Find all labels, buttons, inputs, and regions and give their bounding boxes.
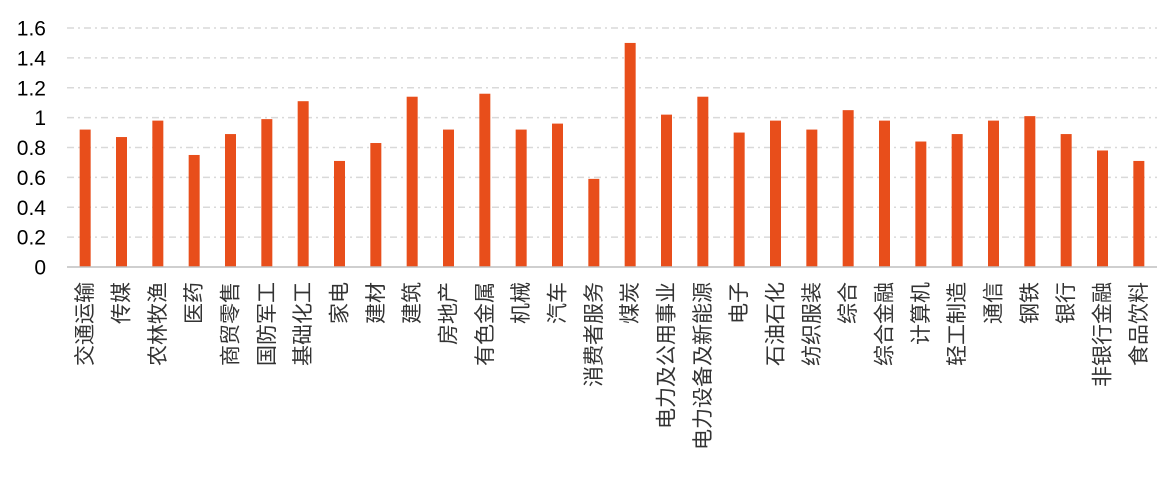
x-tick-label: 纺织服装 xyxy=(800,282,824,366)
x-tick-label: 建筑 xyxy=(400,282,424,324)
y-tick-label: 1.4 xyxy=(17,47,47,70)
x-tick-label: 煤炭 xyxy=(618,282,642,324)
x-tick-label: 汽车 xyxy=(546,282,570,324)
x-axis-ticks: 交通运输 传媒 农林牧渔 医药 商贸零售 国防军工 基础化工 家电 建材 建筑 房地产 有色金属 机械汽… xyxy=(73,282,1151,450)
x-tick-label: 医药 xyxy=(182,282,206,324)
bar xyxy=(806,129,818,267)
x-tick-label: 交通运输 xyxy=(73,282,97,366)
y-axis-ticks: 0 0.2 0.4 0.6 0.8 1 1.2 1.4 1.6 xyxy=(17,18,47,280)
bars xyxy=(79,42,1145,268)
bar xyxy=(842,110,854,267)
y-tick-label: 1.6 xyxy=(17,18,46,41)
bar xyxy=(188,154,200,267)
bar xyxy=(733,132,745,267)
bar xyxy=(879,120,890,267)
x-tick-label: 钢铁 xyxy=(1018,282,1042,324)
x-tick-label: 电力设备及新能源 xyxy=(691,282,715,450)
x-tick-label: 家电 xyxy=(328,282,352,324)
x-tick-label: 轻工制造 xyxy=(945,282,969,366)
bar xyxy=(1060,134,1072,267)
bar xyxy=(697,96,709,268)
x-tick-label: 消费者服务 xyxy=(582,282,606,387)
x-tick-label: 国防军工 xyxy=(255,282,279,366)
bar xyxy=(770,120,781,267)
x-tick-label: 建材 xyxy=(364,282,388,324)
bar xyxy=(152,120,164,267)
x-tick-label: 综合 xyxy=(836,282,860,324)
bar xyxy=(1133,160,1145,267)
x-tick-label: 基础化工 xyxy=(291,282,315,366)
bar xyxy=(479,93,491,267)
y-tick-label: 1 xyxy=(34,107,46,130)
bar xyxy=(552,123,563,267)
x-tick-label: 石油石化 xyxy=(764,282,788,366)
x-tick-label: 农林牧渔 xyxy=(146,282,170,366)
bar xyxy=(406,96,418,268)
bar xyxy=(661,114,672,267)
y-tick-label: 0.8 xyxy=(17,137,46,160)
x-tick-label: 电力及公用事业 xyxy=(655,282,679,429)
bar xyxy=(588,178,600,267)
y-tick-label: 0.2 xyxy=(17,227,46,250)
bar xyxy=(79,129,91,267)
bar xyxy=(988,120,999,267)
x-tick-label: 非银行金融 xyxy=(1091,282,1115,387)
bar xyxy=(624,42,636,267)
bar xyxy=(370,143,382,267)
y-tick-label: 1.2 xyxy=(17,77,46,100)
bar xyxy=(443,129,454,267)
bar xyxy=(116,137,127,267)
bar xyxy=(297,101,309,267)
x-tick-label: 房地产 xyxy=(437,282,461,345)
bar xyxy=(1097,150,1108,267)
x-tick-label: 综合金融 xyxy=(873,282,897,366)
y-tick-label: 0 xyxy=(34,257,46,280)
x-tick-label: 商贸零售 xyxy=(219,282,243,366)
y-tick-label: 0.4 xyxy=(17,197,47,220)
bar xyxy=(915,141,927,267)
x-tick-label: 有色金属 xyxy=(473,282,497,366)
x-tick-label: 银行 xyxy=(1054,282,1078,324)
gridlines xyxy=(67,27,1157,238)
y-tick-label: 0.6 xyxy=(17,167,46,190)
bar xyxy=(515,129,527,267)
x-tick-label: 传媒 xyxy=(110,282,134,324)
bar xyxy=(225,134,236,267)
bar xyxy=(261,119,273,268)
x-tick-label: 机械 xyxy=(509,282,533,324)
bar xyxy=(1024,116,1036,267)
x-tick-label: 食品饮料 xyxy=(1127,282,1151,366)
x-tick-label: 计算机 xyxy=(909,282,933,345)
x-tick-label: 通信 xyxy=(982,282,1006,324)
x-tick-label: 电子 xyxy=(727,282,751,324)
bar xyxy=(951,134,963,267)
bar xyxy=(334,160,345,267)
